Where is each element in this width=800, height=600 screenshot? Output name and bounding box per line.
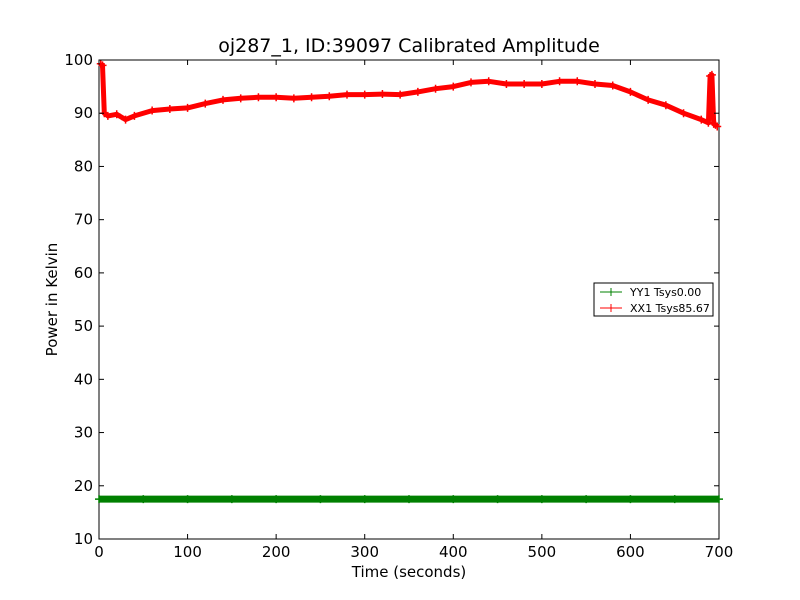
- data-point: [378, 90, 387, 99]
- data-point: [98, 61, 107, 70]
- data-point: [103, 111, 112, 120]
- data-point: [405, 495, 413, 504]
- series-1: [96, 59, 722, 131]
- data-point: [254, 93, 263, 102]
- x-tick-label: 0: [94, 543, 104, 561]
- data-point: [711, 120, 720, 129]
- data-point: [582, 495, 591, 504]
- data-point: [715, 495, 723, 504]
- data-point: [706, 71, 715, 80]
- data-point: [360, 495, 369, 504]
- data-point: [201, 99, 210, 108]
- legend-marker: [607, 288, 615, 296]
- data-point: [537, 495, 546, 504]
- legend-box: [593, 282, 714, 317]
- data-point: [555, 77, 564, 86]
- data-point: [396, 90, 405, 99]
- y-tick-label: 30: [74, 424, 93, 442]
- y-tick-label: 100: [64, 51, 93, 69]
- y-axis-label: Power in Kelvin: [43, 243, 61, 357]
- data-point: [670, 495, 679, 504]
- legend-label: XX1 Tsys85.67: [630, 302, 710, 315]
- data-point: [121, 115, 130, 124]
- legend-label: YY1 Tsys0.00: [629, 286, 701, 299]
- data-point: [484, 77, 493, 86]
- data-point: [95, 495, 103, 504]
- legend-marker: [607, 304, 615, 312]
- x-tick-label: 400: [439, 543, 468, 561]
- data-point: [467, 78, 475, 87]
- data-point: [413, 87, 422, 96]
- data-point: [272, 495, 281, 504]
- data-point: [697, 115, 706, 124]
- data-point: [520, 79, 529, 88]
- y-tick-label: 90: [74, 104, 93, 122]
- data-point: [502, 79, 511, 88]
- data-point: [343, 90, 351, 99]
- data-point: [626, 495, 635, 504]
- data-point: [96, 59, 105, 68]
- y-tick-label: 80: [74, 157, 93, 175]
- data-point: [704, 118, 713, 127]
- x-tick-label: 300: [350, 543, 379, 561]
- data-point: [316, 495, 325, 504]
- data-point: [148, 106, 157, 115]
- chart-title: oj287_1, ID:39097 Calibrated Amplitude: [218, 35, 600, 57]
- legend: YY1 Tsys0.00 XX1 Tsys85.67: [593, 282, 714, 317]
- data-point: [219, 95, 227, 104]
- data-point: [431, 84, 440, 93]
- data-point: [112, 110, 121, 119]
- x-tick-label: 700: [705, 543, 734, 561]
- data-point: [130, 111, 139, 120]
- data-point: [236, 94, 245, 103]
- data-point: [573, 77, 582, 86]
- data-point: [307, 93, 316, 102]
- data-point: [272, 93, 281, 102]
- x-tick-label: 500: [528, 543, 557, 561]
- y-tick-label: 10: [74, 530, 93, 548]
- data-point: [661, 101, 670, 110]
- y-tick-label: 70: [74, 211, 93, 229]
- x-tick-label: 200: [262, 543, 291, 561]
- y-tick-label: 20: [74, 477, 93, 495]
- y-tick-label: 50: [74, 317, 93, 335]
- data-point: [626, 87, 635, 96]
- data-point: [449, 82, 458, 91]
- data-point: [537, 79, 546, 88]
- data-point: [325, 92, 334, 101]
- data-point: [183, 103, 192, 112]
- data-point: [360, 90, 369, 99]
- y-tick-label: 40: [74, 370, 93, 388]
- data-point: [644, 95, 653, 104]
- series-0: [95, 495, 723, 504]
- y-tick-label: 60: [74, 264, 93, 282]
- data-point: [183, 495, 192, 504]
- data-point: [707, 70, 716, 79]
- data-point: [289, 94, 298, 103]
- ticks-layer: 0 100 200 300 400 500 600 700 10 20 30 40 50 60 70 80 90…: [64, 51, 733, 561]
- data-point: [679, 109, 688, 118]
- data-point: [165, 104, 174, 113]
- x-tick-label: 600: [616, 543, 645, 561]
- data-point: [139, 495, 148, 504]
- data-point: [713, 122, 722, 131]
- data-point: [227, 495, 236, 504]
- series-layer: [95, 59, 723, 504]
- data-point: [591, 79, 599, 88]
- data-point: [449, 495, 458, 504]
- data-point: [608, 81, 617, 90]
- data-point: [493, 495, 502, 504]
- x-axis-label: Time (seconds): [351, 563, 467, 581]
- x-tick-label: 100: [173, 543, 202, 561]
